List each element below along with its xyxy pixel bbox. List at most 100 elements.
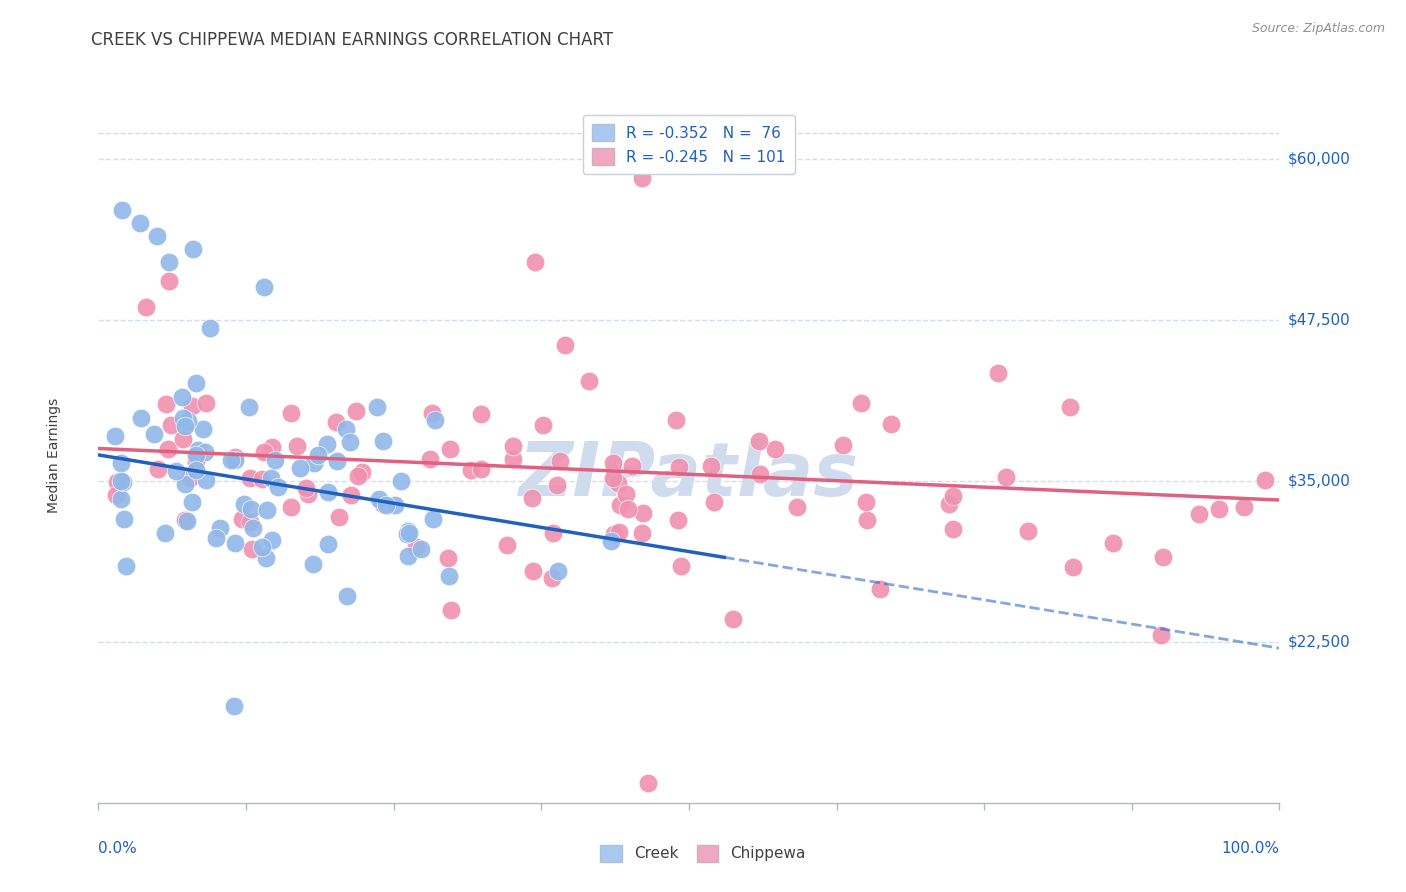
Point	[396, 524, 419, 539]
Point	[105, 475, 128, 489]
Point	[437, 568, 460, 582]
Text: $22,500: $22,500	[1288, 634, 1351, 649]
Point	[637, 776, 659, 790]
Point	[371, 497, 394, 511]
Point	[609, 498, 631, 512]
Point	[1253, 473, 1275, 487]
Point	[155, 526, 177, 541]
Point	[326, 454, 349, 468]
Point	[181, 399, 204, 413]
Text: ZIPatlas: ZIPatlas	[519, 439, 859, 512]
Point	[938, 497, 960, 511]
Point	[135, 300, 157, 314]
Point	[668, 513, 690, 527]
Point	[366, 400, 388, 414]
Point	[111, 475, 134, 490]
Point	[578, 374, 600, 388]
Point	[1062, 559, 1084, 574]
Point	[470, 462, 492, 476]
Point	[184, 454, 207, 468]
Point	[607, 525, 630, 540]
Point	[600, 533, 623, 548]
Point	[941, 490, 963, 504]
Point	[668, 459, 690, 474]
Point	[219, 453, 242, 467]
Point	[224, 450, 246, 464]
Point	[316, 485, 339, 500]
Point	[502, 439, 524, 453]
Text: Median Earnings: Median Earnings	[46, 397, 60, 513]
Point	[541, 570, 564, 584]
Point	[631, 525, 654, 540]
Point	[179, 471, 201, 485]
Point	[398, 525, 420, 540]
Point	[340, 488, 363, 502]
Point	[547, 564, 569, 578]
Point	[209, 521, 232, 535]
Point	[409, 542, 432, 557]
Point	[157, 274, 180, 288]
Point	[165, 464, 187, 478]
Point	[541, 525, 564, 540]
Point	[263, 453, 285, 467]
Point	[496, 538, 519, 552]
Text: 0.0%: 0.0%	[98, 841, 138, 856]
Point	[129, 411, 152, 425]
Point	[186, 442, 208, 457]
Point	[786, 500, 808, 514]
Point	[352, 466, 374, 480]
Point	[155, 396, 177, 410]
Point	[531, 417, 554, 432]
Point	[524, 254, 547, 268]
Point	[250, 472, 273, 486]
Point	[339, 435, 361, 450]
Point	[186, 376, 208, 391]
Point	[287, 439, 309, 453]
Point	[238, 400, 260, 414]
Point	[995, 470, 1018, 484]
Point	[295, 481, 318, 495]
Point	[157, 442, 180, 457]
Point	[522, 491, 544, 505]
Point	[260, 471, 283, 485]
Text: $60,000: $60,000	[1288, 151, 1351, 166]
Point	[195, 395, 218, 409]
Point	[1059, 401, 1081, 415]
Point	[548, 454, 571, 468]
Point	[110, 491, 132, 506]
Point	[669, 558, 692, 573]
Point	[256, 502, 278, 516]
Text: 100.0%: 100.0%	[1222, 841, 1279, 856]
Point	[288, 460, 311, 475]
Point	[602, 456, 624, 470]
Point	[231, 512, 253, 526]
Point	[631, 506, 654, 520]
Point	[554, 338, 576, 352]
Point	[181, 242, 204, 256]
Point	[1188, 507, 1211, 521]
Text: $47,500: $47,500	[1288, 312, 1351, 327]
Point	[606, 475, 628, 490]
Point	[239, 516, 262, 530]
Point	[111, 203, 134, 218]
Point	[470, 407, 492, 421]
Point	[250, 541, 273, 555]
Point	[395, 527, 418, 541]
Point	[420, 406, 443, 420]
Point	[603, 526, 626, 541]
Point	[184, 463, 207, 477]
Point	[1017, 524, 1039, 538]
Point	[942, 522, 965, 536]
Point	[224, 452, 246, 467]
Text: Source: ZipAtlas.com: Source: ZipAtlas.com	[1251, 22, 1385, 36]
Point	[115, 559, 138, 574]
Point	[371, 434, 394, 448]
Point	[831, 438, 853, 452]
Point	[172, 432, 194, 446]
Point	[620, 458, 643, 473]
Point	[425, 413, 447, 427]
Point	[205, 532, 228, 546]
Point	[522, 564, 544, 578]
Point	[105, 488, 128, 502]
Point	[856, 512, 879, 526]
